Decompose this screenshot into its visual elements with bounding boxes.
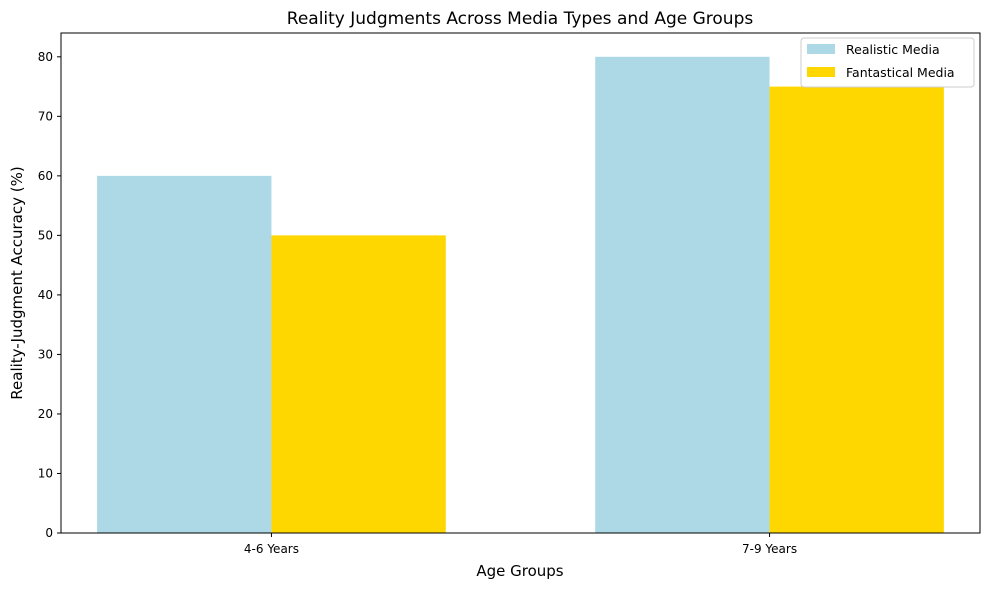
x-tick-label: 4-6 Years (244, 542, 299, 556)
y-axis: 0 10 20 30 40 50 60 70 80 (38, 50, 61, 540)
y-tick-label: 40 (38, 288, 53, 302)
y-tick-label: 0 (45, 526, 53, 540)
x-axis-label: Age Groups (476, 562, 563, 580)
y-tick-label: 30 (38, 347, 53, 361)
y-tick-label: 50 (38, 228, 53, 242)
bar-fantastical-media-2 (769, 86, 944, 534)
legend-label-realistic-media: Realistic Media (846, 42, 940, 57)
legend-swatch-fantastical-media (807, 67, 835, 77)
y-tick-label: 20 (38, 407, 53, 421)
bar-realistic-media-2 (595, 56, 770, 534)
y-tick-label: 70 (38, 109, 53, 123)
legend-label-fantastical-media: Fantastical Media (846, 65, 955, 80)
bars-group (97, 56, 944, 534)
bar-fantastical-media-1 (271, 235, 446, 533)
legend: Realistic Media Fantastical Media (800, 37, 975, 88)
y-tick-label: 60 (38, 169, 53, 183)
plot-frame (60, 32, 981, 534)
y-tick-label: 10 (38, 466, 53, 480)
legend-frame (800, 37, 975, 88)
legend-swatch-realistic-media (807, 44, 835, 54)
chart-title: Reality Judgments Across Media Types and… (287, 9, 754, 29)
bar-realistic-media-1 (97, 175, 272, 533)
x-tick-label: 7-9 Years (742, 542, 797, 556)
x-axis: 4-6 Years 7-9 Years (244, 533, 797, 556)
y-axis-label: Reality-Judgment Accuracy (%) (8, 166, 26, 399)
y-tick-label: 80 (38, 50, 53, 64)
